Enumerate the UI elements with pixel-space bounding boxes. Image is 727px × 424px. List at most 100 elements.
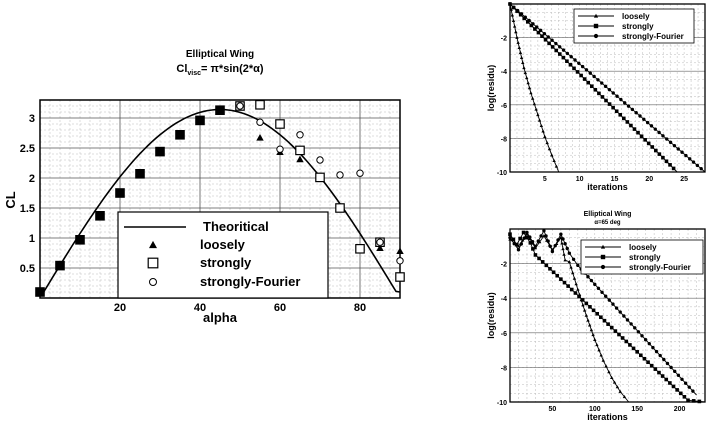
loosely-line-marker <box>521 60 525 65</box>
strongly-line-marker <box>654 148 658 153</box>
loosely-line-marker <box>587 323 592 327</box>
loosely-line-marker <box>517 45 521 49</box>
strongly-fourier-line-marker <box>603 84 608 89</box>
loosely-line-marker <box>512 24 517 28</box>
strongly-fourier-line-marker <box>528 235 532 239</box>
strongly-fourier-line-marker <box>651 345 655 350</box>
strongly-point <box>275 119 285 129</box>
y-tick-label: -2 <box>501 262 507 269</box>
y-tick-label: -4 <box>501 69 507 76</box>
strongly-fourier-line-marker <box>527 18 531 23</box>
y-axis-label: log(residu) <box>486 65 496 112</box>
strongly-fourier-line-marker <box>561 48 566 52</box>
strongly-fourier-line-marker <box>593 282 597 287</box>
strongly-line-marker <box>589 84 594 89</box>
y-tick-label: 1 <box>29 233 35 245</box>
legend-strongly-swatch-marker <box>600 254 606 260</box>
loosely-line-marker <box>595 343 599 347</box>
strongly-fourier-line-marker <box>623 101 627 105</box>
strongly-fourier-line-marker <box>530 239 535 244</box>
strongly-fourier-line-marker <box>586 275 590 279</box>
strongly-fourier-line-marker <box>607 298 612 302</box>
loosely-line-marker <box>529 91 533 95</box>
strongly-line-marker <box>548 266 552 271</box>
strongly-fourier-line-marker <box>554 41 558 46</box>
strongly-fourier-line-marker <box>592 74 596 79</box>
strongly-fourier-line-marker <box>515 8 520 13</box>
strongly-point <box>335 203 345 213</box>
strongly-line-marker <box>557 52 562 56</box>
strongly-line-marker <box>533 253 538 257</box>
strongly-fourier-line-marker <box>600 81 604 85</box>
strongly-line-marker <box>565 59 569 63</box>
strongly-fourier-point <box>356 169 364 177</box>
strongly-point <box>255 99 265 110</box>
strongly-fourier-line-marker <box>607 87 612 92</box>
strongly-fourier-line-marker <box>687 385 691 389</box>
strongly-point <box>355 244 365 254</box>
strongly-fourier-point <box>156 147 164 156</box>
strongly-line-marker <box>559 277 563 281</box>
strongly-fourier-line <box>509 3 706 173</box>
legend-circle-swatch <box>149 278 157 286</box>
strongly-fourier-line-marker <box>563 242 567 246</box>
strongly-fourier-line-marker <box>516 248 521 252</box>
strongly-line-marker <box>537 256 541 261</box>
strongly-line-marker <box>597 91 601 96</box>
loosely-line-marker <box>543 134 547 138</box>
strongly-fourier-line-marker <box>668 140 673 145</box>
strongly-line-marker <box>582 77 587 81</box>
strongly-line-marker <box>561 55 566 60</box>
strongly-line-marker <box>606 322 610 326</box>
y-tick-label: -10 <box>497 170 507 177</box>
strongly-fourier-line-marker <box>680 150 684 154</box>
loosely-line-marker <box>530 96 535 100</box>
strongly-line-marker <box>671 166 676 171</box>
strongly-line-marker <box>657 370 661 375</box>
strongly-fourier-line-marker <box>536 239 540 243</box>
strongly-fourier-line-marker <box>658 353 662 358</box>
loosely-line-marker <box>559 235 563 239</box>
strongly-line-marker <box>602 318 607 323</box>
loosely-point <box>376 244 384 252</box>
strongly-fourier-line-marker <box>619 97 623 102</box>
strongly-line-marker <box>580 298 585 302</box>
strongly-line-marker <box>609 325 614 330</box>
y-tick-label: -4 <box>501 296 507 303</box>
y-tick-label: 2.5 <box>20 143 35 155</box>
loosely-line-marker <box>586 318 590 322</box>
strongly-fourier-line-marker <box>546 35 550 39</box>
loosely-line-marker <box>569 265 573 269</box>
strongly-line-marker <box>566 284 570 288</box>
loosely-line-marker <box>622 394 627 399</box>
strongly-fourier-point <box>116 189 124 197</box>
legend-entry-label: loosely <box>629 243 657 252</box>
y-tick-label: -10 <box>497 400 507 407</box>
chart-subtitle: α=65 deg <box>594 220 621 226</box>
strongly-fourier-line-marker <box>633 326 637 330</box>
y-tick-label: 0.5 <box>20 263 35 275</box>
strongly-fourier-line-marker <box>531 22 535 26</box>
strongly-line-marker <box>591 308 596 313</box>
strongly-fourier-line-marker <box>565 51 570 56</box>
x-tick-label: 20 <box>645 176 653 183</box>
loosely-line-marker <box>593 337 597 341</box>
x-tick-label: 10 <box>576 176 584 183</box>
strongly-fourier-point <box>376 238 384 246</box>
legend-fourier-swatch-marker <box>593 33 599 39</box>
legend-entry-label: loosely <box>200 237 246 252</box>
x-tick-label: 15 <box>611 176 619 183</box>
strongly-line-marker <box>660 374 665 378</box>
strongly-line-marker <box>650 145 655 149</box>
strongly-fourier-line-marker <box>676 147 680 151</box>
loosely-line-marker <box>597 348 601 352</box>
strongly-fourier-line-marker <box>638 114 642 118</box>
loosely-line-marker <box>576 287 580 291</box>
loosely-line-marker <box>601 358 605 362</box>
loosely-line-marker <box>582 308 587 312</box>
chart-title: Elliptical Wing <box>584 211 632 218</box>
loosely-line-marker <box>509 7 513 11</box>
strongly-line-marker <box>604 98 608 103</box>
strongly-fourier-line-marker <box>525 230 529 235</box>
strongly-line-marker <box>562 280 567 285</box>
